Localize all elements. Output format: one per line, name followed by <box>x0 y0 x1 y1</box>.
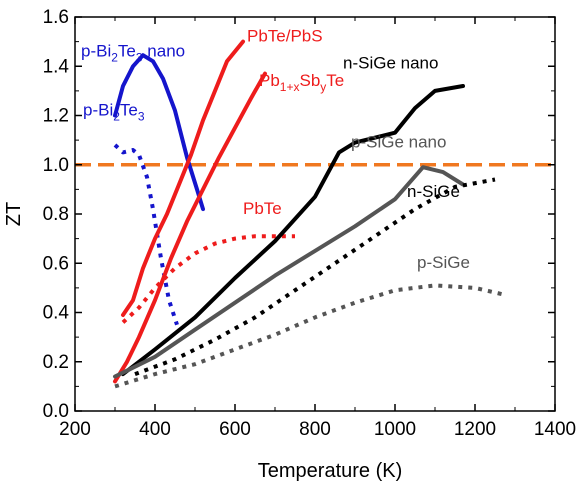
y-tick-label: 1.0 <box>43 155 69 176</box>
x-axis-label: Temperature (K) <box>258 460 403 482</box>
x-tick-label: 600 <box>219 419 251 440</box>
x-tick-label: 800 <box>299 419 331 440</box>
x-tick-label: 1400 <box>534 419 576 440</box>
x-tick-label: 400 <box>139 419 171 440</box>
y-tick-label: 0.2 <box>43 352 69 373</box>
series-pb1xsbyte <box>113 71 267 384</box>
series-bi2te3-nano <box>113 53 205 212</box>
annotation-ann-n-sige-nano: n-SiGe nano <box>343 54 438 73</box>
annotation-ann-p-sige: p-SiGe <box>417 253 470 272</box>
y-tick-label: 0.8 <box>43 204 69 225</box>
series-n-sige-nano <box>121 84 465 377</box>
y-tick-label: 0.0 <box>43 401 69 422</box>
y-tick-label: 1.2 <box>43 106 69 127</box>
annotation-ann-p-sige-nano: p-SiGe nano <box>351 133 446 152</box>
x-tick-label: 200 <box>59 419 91 440</box>
y-axis-label: ZT <box>3 202 25 226</box>
x-tick-label: 1000 <box>374 419 416 440</box>
y-tick-label: 0.6 <box>43 253 69 274</box>
series-bi2te3 <box>113 143 179 326</box>
series-p-sige-nano <box>113 165 465 379</box>
y-tick-label: 1.4 <box>43 56 70 77</box>
annotation-ann-n-sige: n-SiGe <box>407 182 460 201</box>
x-tick-label: 1200 <box>454 419 496 440</box>
annotation-ann-pbte-pbs: PbTe/PbS <box>247 27 323 46</box>
annotation-ann-pb1xsbyte: Pb1+xSbyTe <box>259 71 344 94</box>
series-p-sige <box>114 283 508 389</box>
series-n-sige <box>134 177 496 376</box>
annotation-ann-bi2te3-nano: p-Bi2Te3 nano <box>81 41 185 64</box>
series-layer <box>113 39 508 389</box>
annotation-layer: p-Bi2Te3 nano p-Bi2Te3 PbTe/PbS Pb1+xSbyTe P… <box>81 27 470 273</box>
axes-layer: 200 400 600 800 1000 1200 1400 0.0 0.2 0.4 0.6 0.8 1… <box>43 7 577 440</box>
annotation-ann-pbte: PbTe <box>243 199 282 218</box>
series-pbte-pbs <box>121 39 245 317</box>
series-pbte <box>121 234 295 324</box>
annotation-ann-bi2te3: p-Bi2Te3 <box>83 101 145 124</box>
y-tick-label: 1.6 <box>43 7 69 28</box>
y-tick-label: 0.4 <box>43 303 70 324</box>
